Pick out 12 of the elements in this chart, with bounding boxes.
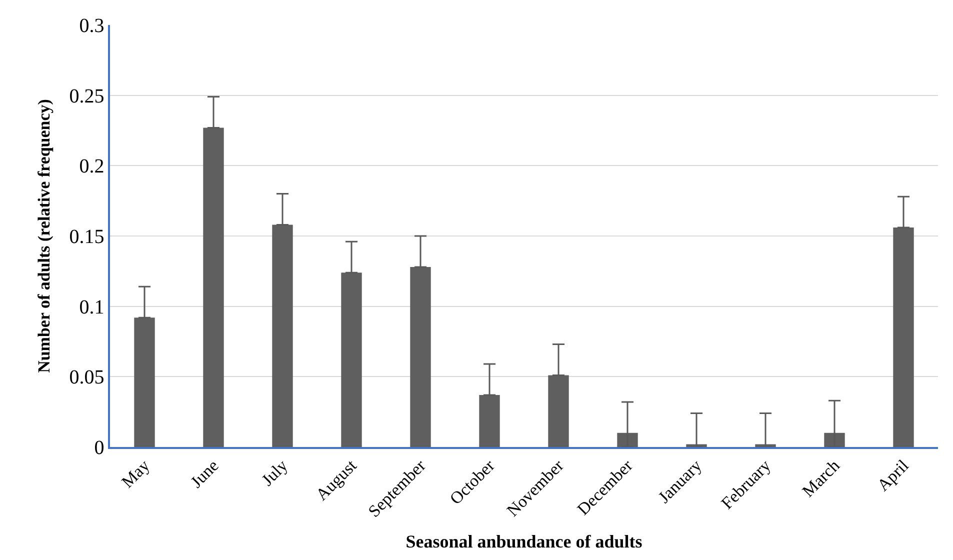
- y-tick-label: 0.1: [79, 296, 104, 318]
- x-tick-label: July: [258, 456, 292, 490]
- y-tick-label: 0: [94, 437, 104, 459]
- y-tick-label: 0.2: [79, 156, 104, 178]
- y-axis-title: Number of adults (relative frequency): [34, 99, 54, 373]
- y-tick-label: 0.15: [69, 226, 104, 248]
- x-axis-title: Seasonal anbundance of adults: [406, 531, 642, 552]
- x-tick-label: June: [186, 456, 222, 492]
- y-tick-label: 0.25: [69, 85, 104, 108]
- x-tick-label: May: [118, 456, 154, 492]
- y-tick-label: 0.3: [79, 15, 104, 37]
- y-tick-label: 0.05: [69, 366, 104, 389]
